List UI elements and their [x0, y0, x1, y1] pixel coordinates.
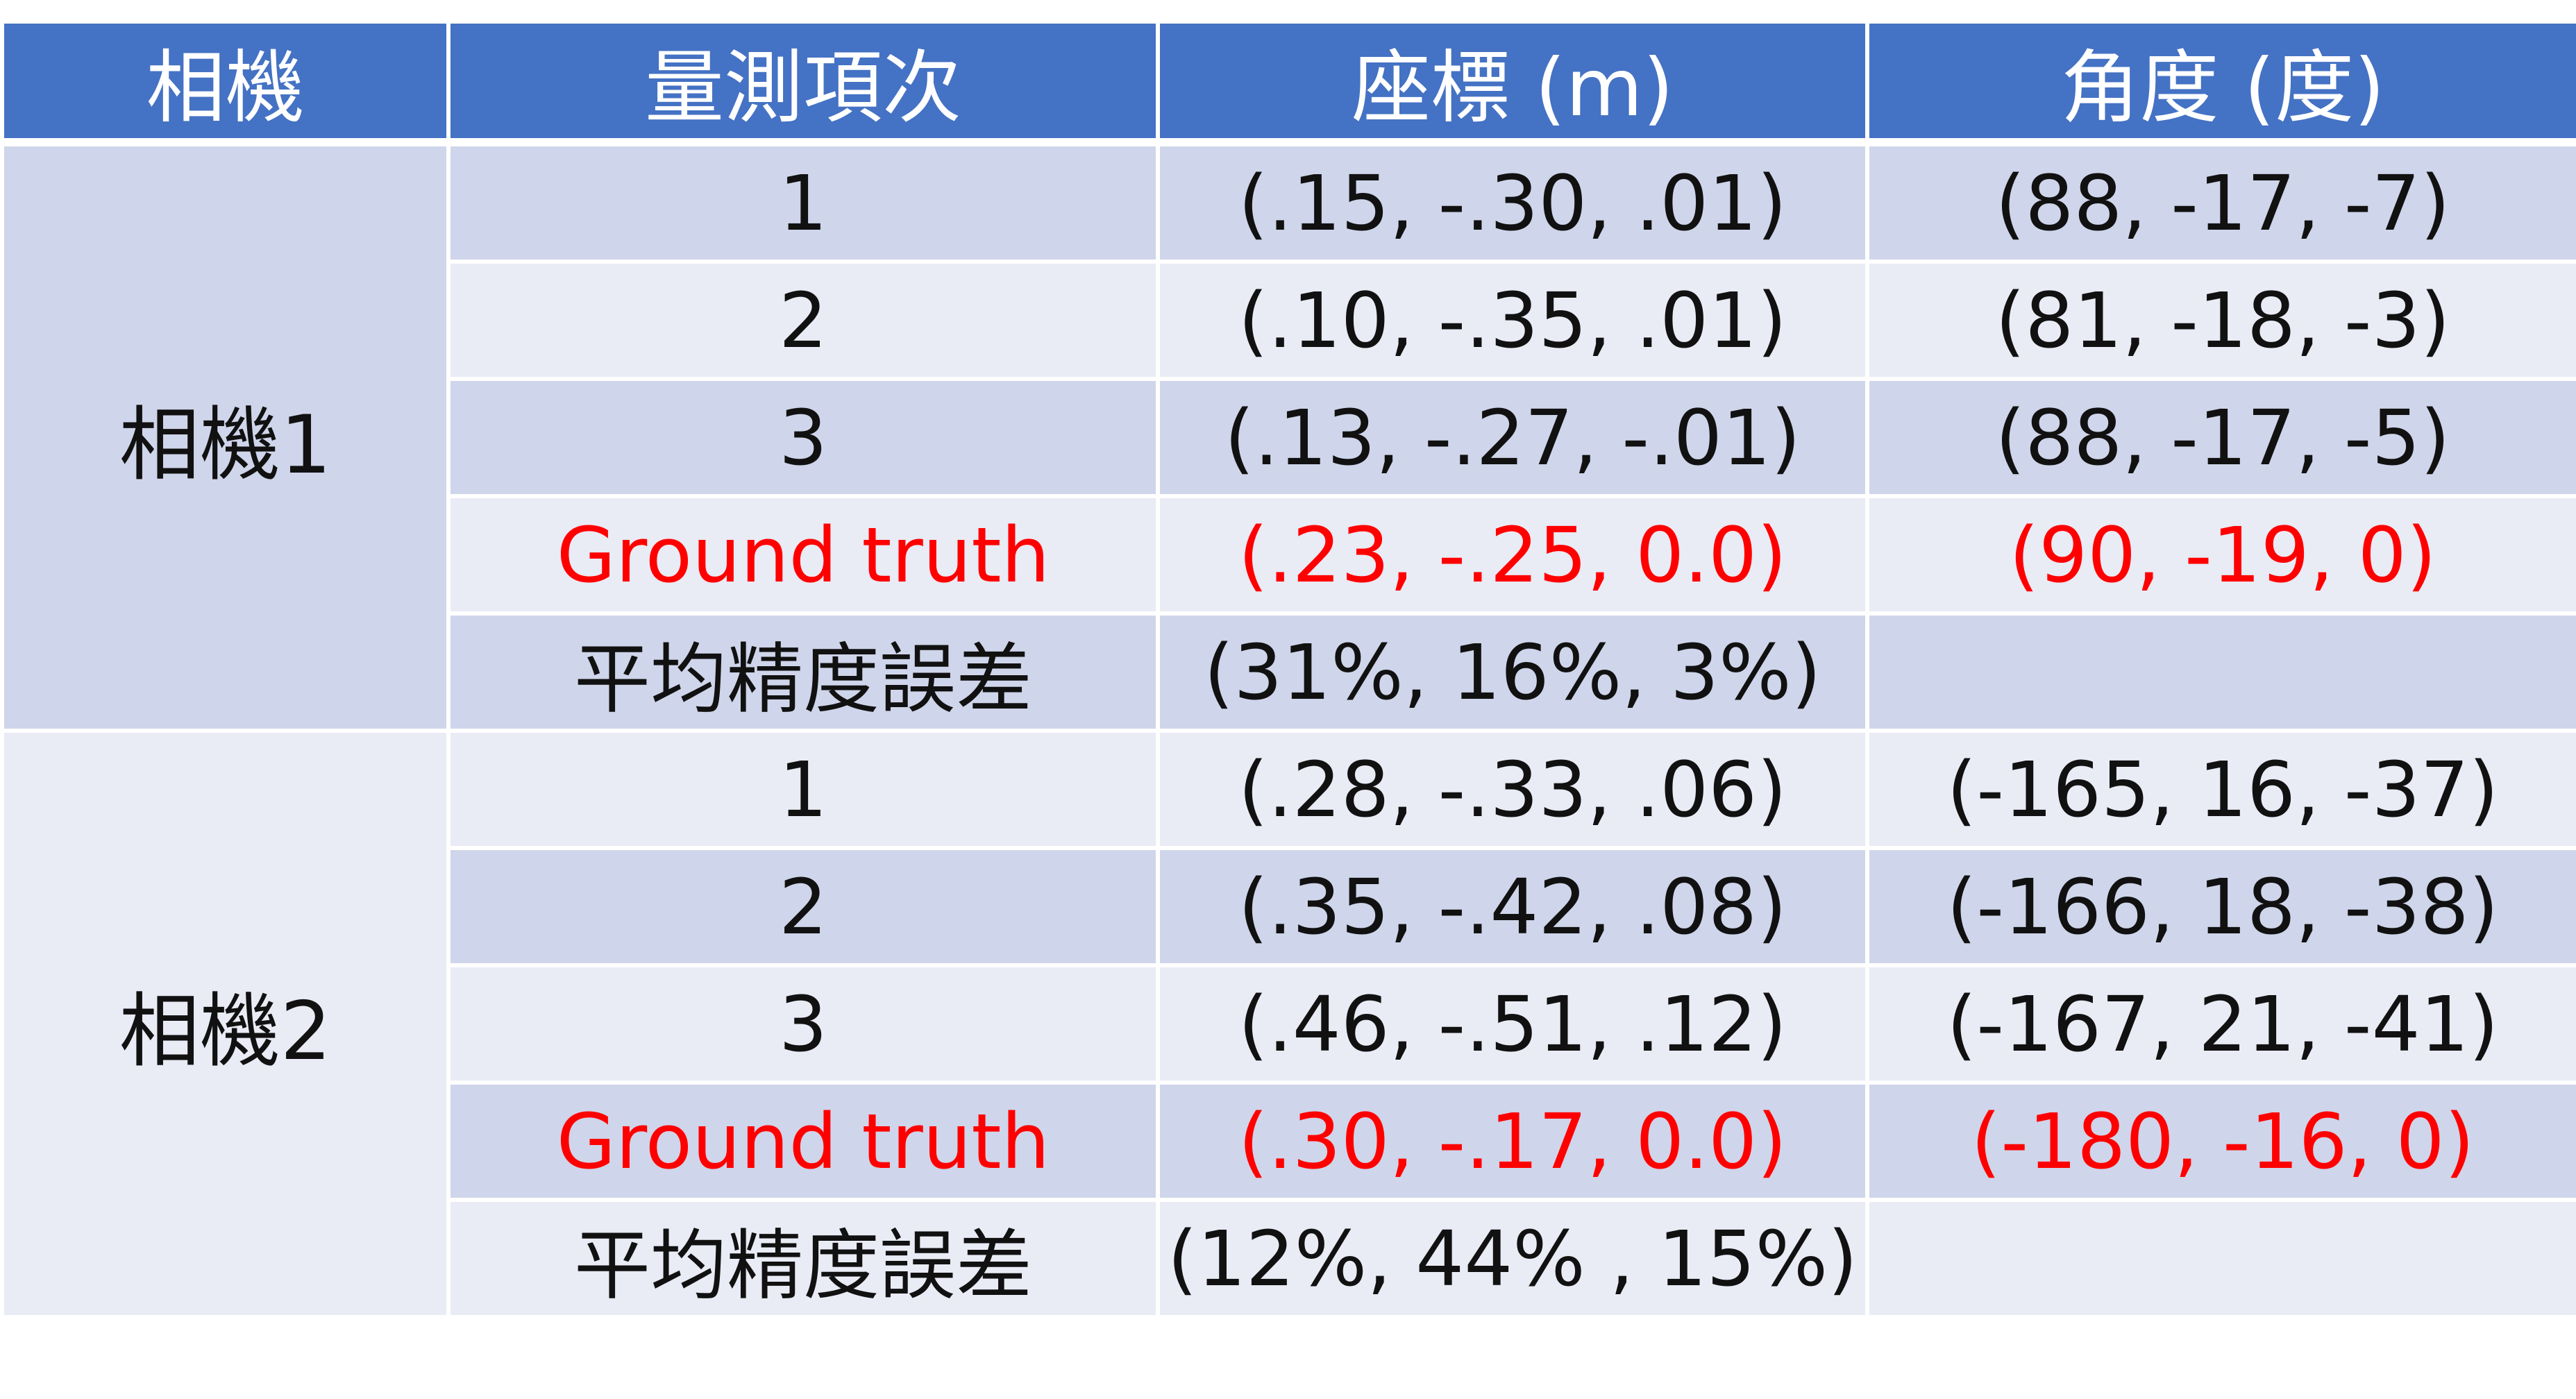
mean-error-coord: (31%, 16%, 3%): [1156, 611, 1869, 733]
coord-cell: (.15, -.30, .01): [1156, 140, 1869, 264]
header-item: 量測項次: [446, 19, 1160, 146]
table-row-ground-truth: Ground truth (.23, -.25, 0.0) (90, -19, …: [2, 494, 2576, 616]
item-cell: 1: [446, 140, 1160, 264]
angle-cell: (81, -18, -3): [1865, 260, 2576, 381]
angle-cell: (88, -17, -7): [1865, 140, 2576, 264]
item-cell: 3: [446, 963, 1160, 1085]
table-row: 相機2 1 (.28, -.33, .06) (-165, 16, -37): [0, 729, 2576, 1319]
coord-cell: (.10, -.35, .01): [1156, 260, 1869, 381]
item-cell: 2: [446, 260, 1160, 381]
angle-cell: (-166, 18, -38): [1865, 846, 2576, 967]
ground-truth-angle: (90, -19, 0): [1865, 494, 2576, 616]
table-header: 相機 量測項次 座標 (m) 角度 (度): [0, 19, 2576, 146]
mean-error-coord: (12%, 44% , 15%): [1156, 1198, 1869, 1319]
table-body: 相機1 1 (.15, -.30, .01) (88, -17, -7) 2 (…: [0, 140, 2576, 1319]
coord-cell: (.28, -.33, .06): [1156, 729, 1869, 850]
table-row: 3 (.13, -.27, -.01) (88, -17, -5): [2, 377, 2576, 498]
table-row-ground-truth: Ground truth (.30, -.17, 0.0) (-180, -16…: [2, 1080, 2576, 1202]
ground-truth-coord: (.30, -.17, 0.0): [1156, 1080, 1869, 1202]
measurement-table: 相機 量測項次 座標 (m) 角度 (度) 相機1 1 (.15, -.30, …: [0, 19, 2576, 1319]
item-cell: 3: [446, 377, 1160, 498]
mean-error-label: 平均精度誤差: [446, 611, 1160, 733]
angle-cell: (-167, 21, -41): [1865, 963, 2576, 1085]
coord-cell: (.13, -.27, -.01): [1156, 377, 1869, 498]
item-cell: 2: [446, 846, 1160, 967]
header-angle: 角度 (度): [1865, 19, 2576, 146]
table-row: 2 (.35, -.42, .08) (-166, 18, -38): [2, 846, 2576, 967]
ground-truth-coord: (.23, -.25, 0.0): [1156, 494, 1869, 616]
ground-truth-label: Ground truth: [446, 1080, 1160, 1202]
mean-error-label: 平均精度誤差: [446, 1198, 1160, 1319]
header-coord: 座標 (m): [1156, 19, 1869, 146]
angle-cell: (88, -17, -5): [1865, 377, 2576, 498]
table-row: 相機1 1 (.15, -.30, .01) (88, -17, -7): [0, 140, 2576, 733]
coord-cell: (.35, -.42, .08): [1156, 846, 1869, 967]
camera-2-label: 相機2: [0, 729, 451, 1319]
header-row: 相機 量測項次 座標 (m) 角度 (度): [0, 19, 2576, 146]
ground-truth-angle: (-180, -16, 0): [1865, 1080, 2576, 1202]
table-row-error: 平均精度誤差 (12%, 44% , 15%): [2, 1198, 2576, 1319]
ground-truth-label: Ground truth: [446, 494, 1160, 616]
table-row: 2 (.10, -.35, .01) (81, -18, -3): [2, 260, 2576, 381]
mean-error-angle: [1865, 1198, 2576, 1319]
table-row-error: 平均精度誤差 (31%, 16%, 3%): [2, 611, 2576, 733]
coord-cell: (.46, -.51, .12): [1156, 963, 1869, 1085]
camera-1-label: 相機1: [0, 140, 451, 733]
item-cell: 1: [446, 729, 1160, 850]
header-camera: 相機: [0, 19, 451, 146]
table-row: 3 (.46, -.51, .12) (-167, 21, -41): [2, 963, 2576, 1085]
angle-cell: (-165, 16, -37): [1865, 729, 2576, 850]
mean-error-angle: [1865, 611, 2576, 733]
